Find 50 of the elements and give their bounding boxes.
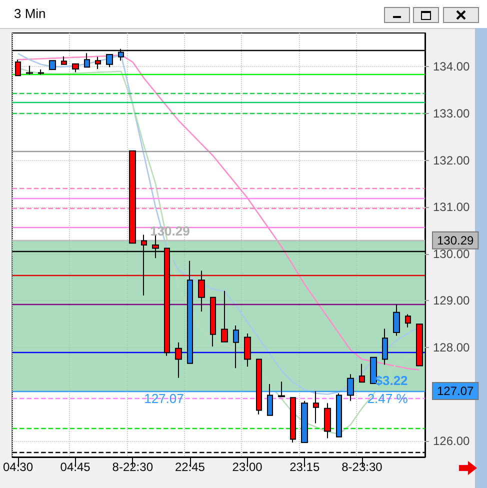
candlestick [244, 332, 251, 368]
candlestick [267, 383, 273, 416]
candlestick [84, 52, 90, 68]
y-tick-label: 129.00 [433, 294, 470, 308]
y-tick-label: 131.00 [433, 200, 470, 214]
candlestick [26, 65, 33, 76]
candlestick [129, 150, 136, 244]
candlestick [370, 356, 377, 384]
candlestick [324, 402, 331, 439]
y-tick-label: 128.00 [433, 340, 470, 354]
candlestick [278, 381, 285, 398]
x-tick-label: 23:00 [232, 460, 263, 474]
x-tick-label: 04:30 [2, 460, 34, 474]
candlestick [175, 342, 182, 378]
candlestick [221, 290, 228, 342]
x-tick-label: 04:45 [60, 460, 91, 474]
x-tick-label: 23:15 [290, 460, 320, 474]
candlestick [95, 56, 101, 70]
candlestick [301, 400, 308, 443]
y-tick-label: 130.00 [433, 246, 470, 261]
candlestick [313, 390, 319, 424]
y-tick-label: 132.00 [433, 153, 470, 168]
x-tick-label: 8-23:30 [342, 460, 383, 474]
candlestick [38, 69, 44, 76]
candlestick [198, 270, 205, 312]
candlestick [290, 397, 296, 443]
y-tick-label: 134.00 [433, 60, 470, 74]
y-tick-label: 126.00 [433, 434, 470, 448]
candlestick [382, 328, 388, 366]
x-tick-label: 22:45 [174, 460, 206, 474]
candlestick [256, 358, 262, 415]
candlestick [405, 314, 411, 328]
candlestick [393, 304, 400, 336]
candlestick [233, 324, 239, 369]
ref-line-label: 127.07 [437, 384, 474, 398]
chart-title: 3 Min [14, 6, 46, 21]
candlestick [61, 56, 67, 65]
ref-line-label: 130.29 [437, 233, 474, 248]
candlestick [210, 296, 216, 348]
candlestick [72, 63, 79, 73]
candlestick [359, 363, 365, 383]
candlestick [187, 260, 193, 364]
candlestick [336, 392, 342, 438]
candlestick [416, 324, 423, 366]
y-tick-label: 133.00 [433, 106, 470, 120]
x-tick-label: 8-22:30 [112, 460, 154, 474]
candlestick [106, 54, 113, 68]
candlestick [15, 59, 21, 76]
candlestick [49, 60, 56, 70]
candlestick [347, 374, 354, 402]
